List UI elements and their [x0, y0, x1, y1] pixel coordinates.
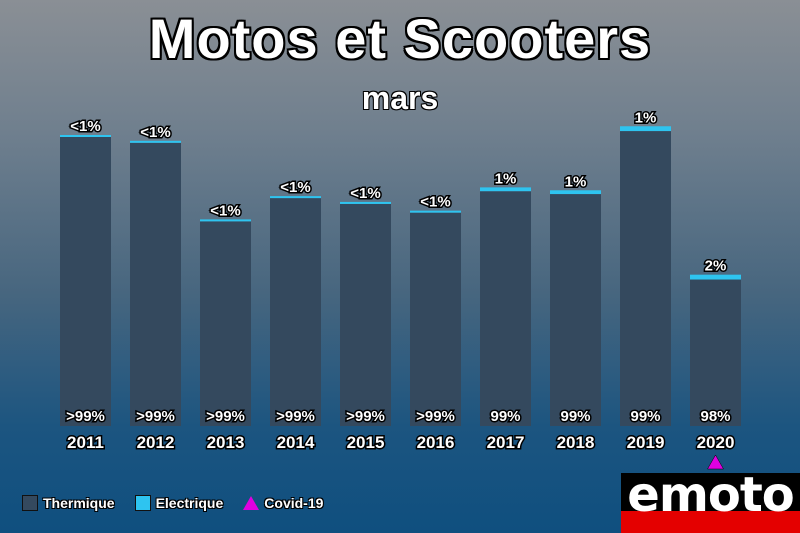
legend-label-thermique: Thermique [43, 495, 115, 511]
bar-electrique-2012 [130, 140, 181, 143]
legend-swatch-thermique [22, 495, 38, 511]
label-electrique-2014: <1% [280, 179, 310, 196]
x-tick-label-2015: 2015 [347, 433, 385, 452]
bar-thermique-2017 [480, 191, 531, 426]
bar-electrique-2013 [200, 219, 251, 222]
x-tick-label-2018: 2018 [557, 433, 595, 452]
logo-red-band [621, 511, 800, 533]
label-thermique-2014: >99% [276, 408, 315, 425]
label-thermique-2019: 99% [630, 408, 660, 425]
x-tick-label-2020: 2020 [697, 433, 735, 452]
label-electrique-2012: <1% [140, 124, 170, 141]
bar-electrique-2018 [550, 190, 601, 195]
x-tick-label-2016: 2016 [417, 433, 455, 452]
bar-electrique-2020 [690, 274, 741, 280]
label-thermique-2020: 98% [700, 408, 730, 425]
bar-thermique-2013 [200, 221, 251, 426]
triangle-icon [243, 496, 260, 510]
bar-thermique-2012 [130, 142, 181, 426]
chart-title: Motos et Scooters [148, 7, 652, 70]
x-tick-label-2017: 2017 [487, 433, 525, 452]
x-tick-label-2019: 2019 [627, 433, 665, 452]
legend: Thermique Electrique Covid-19 [22, 495, 335, 511]
label-electrique-2018: 1% [565, 173, 587, 190]
bar-electrique-2015 [340, 201, 391, 204]
label-thermique-2012: >99% [136, 408, 175, 425]
chart-subtitle: mars [361, 80, 439, 116]
bar-thermique-2018 [550, 194, 601, 426]
x-tick-label-2012: 2012 [137, 433, 175, 452]
legend-item-electrique: Electrique [134, 495, 224, 511]
label-electrique-2011: <1% [70, 118, 100, 135]
x-tick-label-2013: 2013 [207, 433, 245, 452]
bar-thermique-2015 [340, 203, 391, 426]
label-electrique-2017: 1% [495, 170, 517, 187]
label-thermique-2018: 99% [560, 408, 590, 425]
bar-electrique-2019 [620, 126, 671, 132]
bar-electrique-2017 [480, 187, 531, 192]
bar-thermique-2014 [270, 198, 321, 426]
label-electrique-2013: <1% [210, 202, 240, 219]
label-thermique-2015: >99% [346, 408, 385, 425]
bar-thermique-2020 [690, 279, 741, 426]
bar-thermique-2016 [410, 212, 461, 426]
x-tick-label-2011: 2011 [67, 433, 104, 452]
covid-marker-2020 [707, 454, 724, 470]
label-thermique-2013: >99% [206, 408, 245, 425]
x-tick-label-2014: 2014 [277, 433, 315, 452]
label-electrique-2016: <1% [420, 194, 450, 211]
label-electrique-2015: <1% [350, 185, 380, 202]
bar-electrique-2014 [270, 196, 321, 199]
bar-thermique-2011 [60, 137, 111, 426]
legend-label-electrique: Electrique [155, 495, 224, 511]
label-thermique-2016: >99% [416, 408, 455, 425]
label-thermique-2011: >99% [66, 408, 105, 425]
emoto-logo: emoto [621, 473, 800, 533]
legend-item-thermique: Thermique [22, 495, 115, 511]
bar-electrique-2011 [60, 135, 111, 137]
bar-electrique-2016 [410, 210, 461, 213]
bar-thermique-2019 [620, 131, 671, 426]
logo-text: emoto [627, 473, 794, 523]
label-electrique-2019: 1% [635, 109, 657, 126]
legend-item-covid: Covid-19 [243, 495, 323, 511]
legend-label-covid: Covid-19 [264, 495, 324, 511]
label-electrique-2020: 2% [705, 258, 727, 275]
label-thermique-2017: 99% [490, 408, 520, 425]
legend-swatch-electrique [134, 495, 151, 511]
